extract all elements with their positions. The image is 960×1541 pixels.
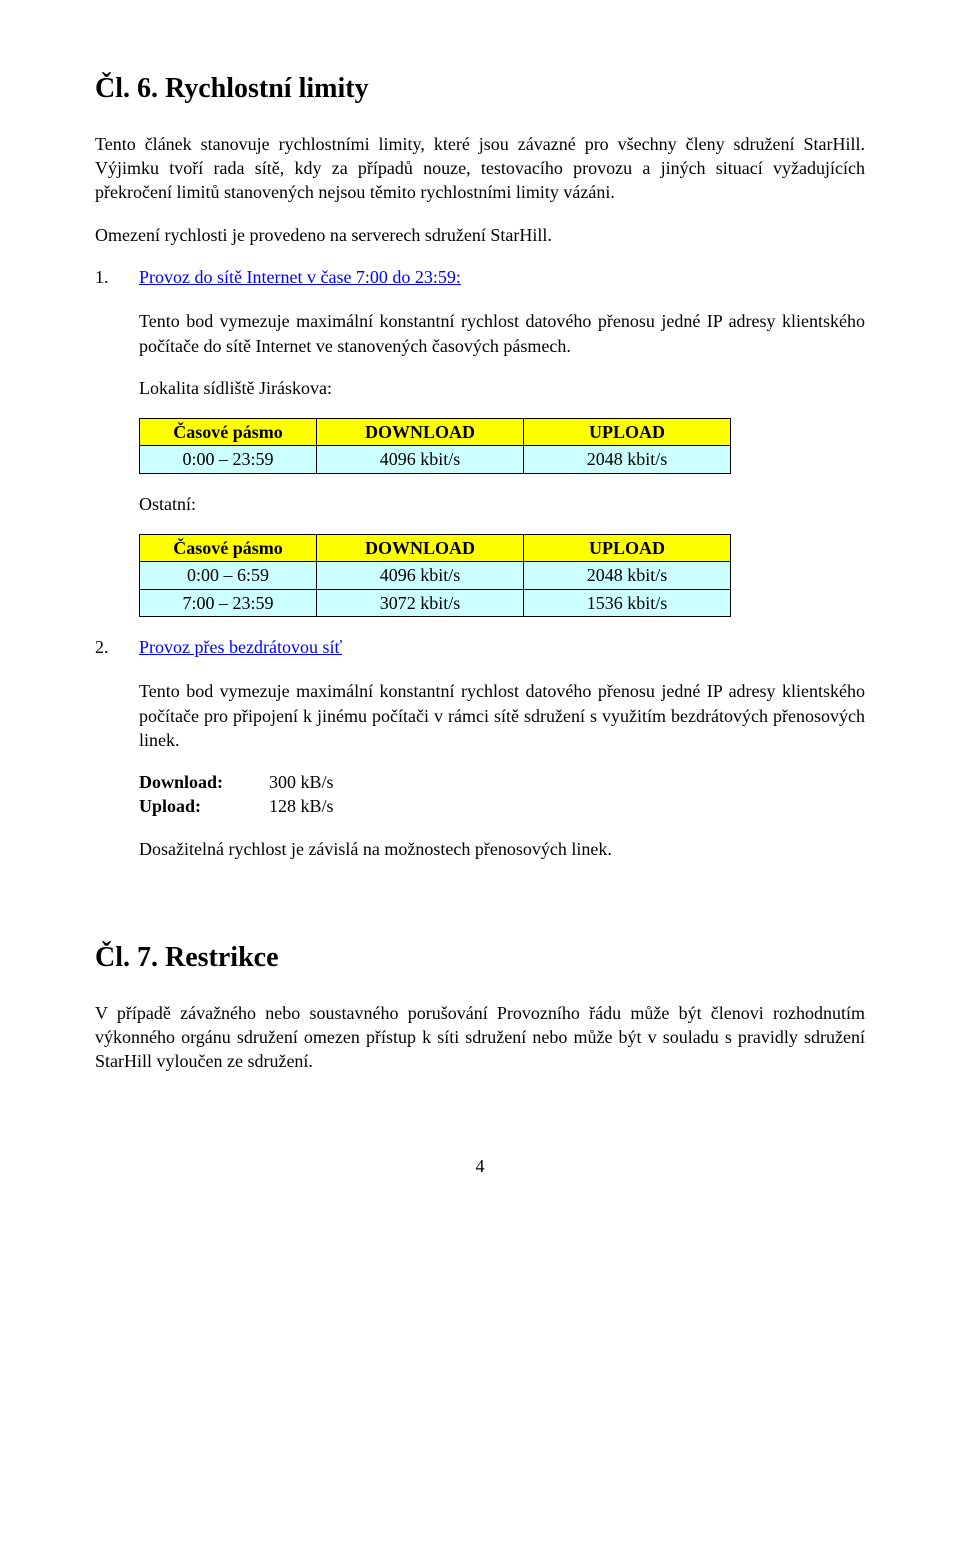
table-header-cell: Časové pásmo	[140, 535, 317, 562]
table-header-cell: DOWNLOAD	[317, 419, 524, 446]
item-1-marker: 1.	[95, 265, 139, 289]
table-header-cell: Časové pásmo	[140, 419, 317, 446]
table-header-cell: UPLOAD	[524, 535, 731, 562]
page-number: 4	[95, 1154, 865, 1178]
upload-label: Upload:	[139, 794, 269, 818]
table-cell: 2048 kbit/s	[524, 562, 731, 589]
article-7-title: Čl. 7. Restrikce	[95, 939, 865, 977]
upload-value: 128 kB/s	[269, 794, 865, 818]
item-1-title[interactable]: Provoz do sítě Internet v čase 7:00 do 2…	[139, 265, 865, 289]
locality-2-label: Ostatní:	[139, 492, 865, 516]
table-cell: 7:00 – 23:59	[140, 589, 317, 616]
table-ostatni: Časové pásmoDOWNLOADUPLOAD 0:00 – 6:59409…	[139, 534, 731, 617]
item-1-desc: Tento bod vymezuje maximální konstantní …	[139, 309, 865, 358]
download-value: 300 kB/s	[269, 770, 865, 794]
table-jiraskova: Časové pásmoDOWNLOADUPLOAD 0:00 – 23:5940…	[139, 418, 731, 474]
upload-row: Upload: 128 kB/s	[139, 794, 865, 818]
download-label: Download:	[139, 770, 269, 794]
table-cell: 0:00 – 23:59	[140, 446, 317, 473]
table-cell: 4096 kbit/s	[317, 562, 524, 589]
locality-1-label: Lokalita sídliště Jiráskova:	[139, 376, 865, 400]
article-6-intro: Tento článek stanovuje rychlostními limi…	[95, 132, 865, 205]
table-header-cell: DOWNLOAD	[317, 535, 524, 562]
item-2-marker: 2.	[95, 635, 139, 659]
item-2-footnote: Dosažitelná rychlost je závislá na možno…	[139, 837, 865, 861]
item-2-desc: Tento bod vymezuje maximální konstantní …	[139, 679, 865, 752]
table-cell: 2048 kbit/s	[524, 446, 731, 473]
article-7-body: V případě závažného nebo soustavného por…	[95, 1001, 865, 1074]
article-6-title: Čl. 6. Rychlostní limity	[95, 70, 865, 108]
article-6-note: Omezení rychlosti je provedeno na server…	[95, 223, 865, 247]
table-cell: 0:00 – 6:59	[140, 562, 317, 589]
download-row: Download: 300 kB/s	[139, 770, 865, 794]
table-cell: 3072 kbit/s	[317, 589, 524, 616]
item-2-title[interactable]: Provoz přes bezdrátovou síť	[139, 635, 865, 659]
table-cell: 1536 kbit/s	[524, 589, 731, 616]
table-header-cell: UPLOAD	[524, 419, 731, 446]
list-item-1: 1. Provoz do sítě Internet v čase 7:00 d…	[95, 265, 865, 289]
table-cell: 4096 kbit/s	[317, 446, 524, 473]
list-item-2: 2. Provoz přes bezdrátovou síť	[95, 635, 865, 659]
